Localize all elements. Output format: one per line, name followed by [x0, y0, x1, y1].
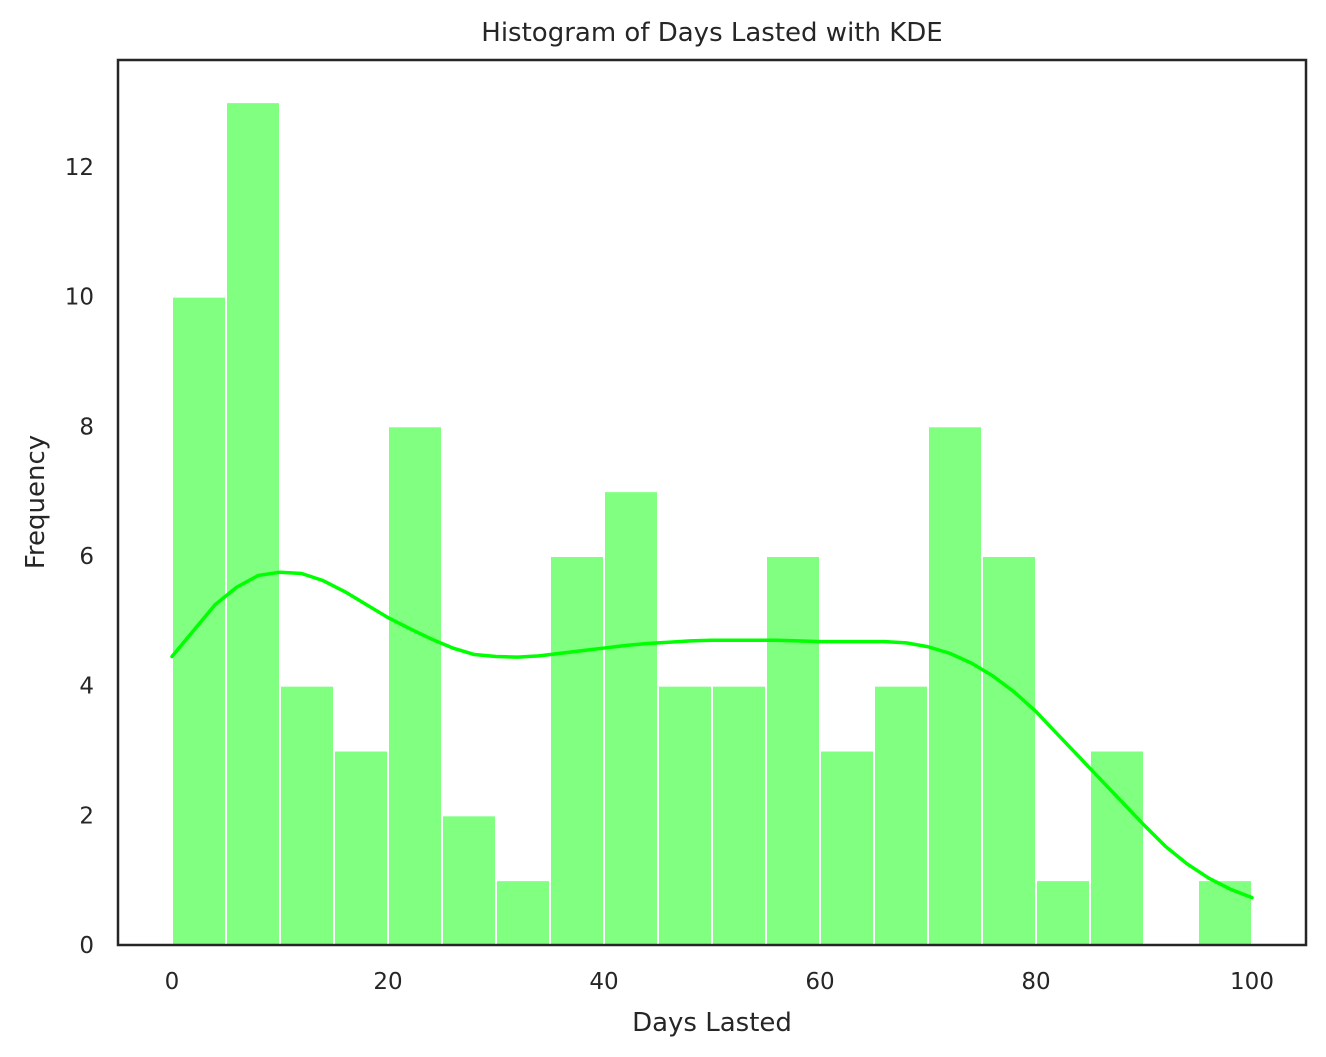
histogram-bar: [279, 684, 335, 947]
histogram-bar: [171, 295, 227, 946]
y-tick-label: 4: [79, 674, 94, 700]
x-tick-label: 20: [373, 969, 402, 995]
histogram-bar: [387, 425, 443, 947]
histogram-bar: [225, 101, 281, 946]
x-axis-ticks: 0 20 40 60 80 100: [165, 969, 1274, 995]
y-axis-ticks: 0 2 4 6 8 10 12: [65, 155, 94, 959]
y-tick-label: 10: [65, 285, 94, 311]
x-tick-label: 80: [1021, 969, 1050, 995]
histogram-bar: [1197, 879, 1253, 947]
y-axis-title: Frequency: [21, 435, 51, 569]
histogram-bar: [657, 684, 713, 947]
histogram-bar: [927, 425, 983, 947]
y-tick-label: 8: [79, 414, 94, 440]
histogram-bar: [549, 554, 605, 946]
kde-line: [170, 570, 1254, 900]
histogram-bar: [495, 879, 551, 947]
x-tick-label: 0: [165, 969, 180, 995]
histogram-bar: [711, 684, 767, 947]
x-axis-title: Days Lasted: [632, 1008, 792, 1038]
y-tick-label: 0: [79, 933, 94, 959]
histogram-bar: [765, 554, 821, 946]
histogram-bar: [603, 490, 659, 946]
histogram-bar: [1089, 749, 1145, 946]
histogram-bar: [819, 749, 875, 946]
bars-layer: [171, 101, 1253, 947]
histogram-bar: [441, 814, 497, 946]
histogram-bar: [1035, 879, 1091, 947]
y-tick-label: 12: [65, 155, 94, 181]
y-tick-label: 2: [79, 803, 94, 829]
histogram-bar: [981, 554, 1037, 946]
histogram-bar: [333, 749, 389, 946]
histogram-bar: [873, 684, 929, 947]
x-tick-label: 100: [1230, 969, 1274, 995]
chart-title: Histogram of Days Lasted with KDE: [481, 18, 942, 48]
plot-frame: [116, 58, 1308, 947]
x-tick-label: 40: [589, 969, 618, 995]
y-tick-label: 6: [79, 544, 94, 570]
x-tick-label: 60: [805, 969, 834, 995]
